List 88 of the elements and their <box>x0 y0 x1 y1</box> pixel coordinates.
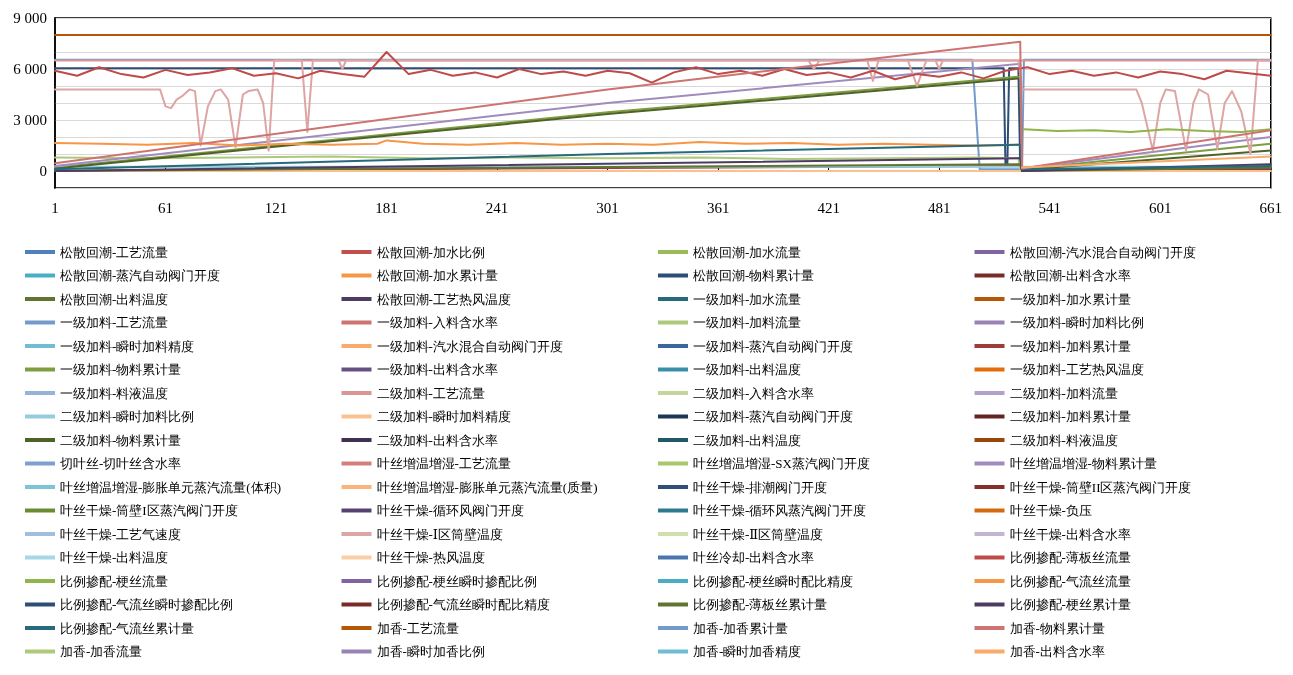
x-tick-label: 181 <box>375 199 398 216</box>
legend-label: 叶丝干燥-排潮阀门开度 <box>693 479 828 495</box>
legend-label: 松散回潮-加水累计量 <box>376 268 498 283</box>
legend-label: 叶丝干燥-筒壁I区蒸汽阀门开度 <box>60 503 238 518</box>
legend-label: 一级加料-出料温度 <box>693 362 802 377</box>
legend-label: 一级加料-出料含水率 <box>376 362 498 377</box>
legend-label: 叶丝干燥-出料含水率 <box>1009 526 1131 542</box>
legend-label: 切叶丝-切叶丝含水率 <box>60 456 182 471</box>
legend-label: 叶丝干燥-工艺气速度 <box>60 526 182 542</box>
legend-label: 一级加料-加水累计量 <box>1009 291 1131 307</box>
y-tick-label: 9 000 <box>13 10 47 26</box>
legend-label: 松散回潮-汽水混合自动阀门开度 <box>1009 244 1196 260</box>
legend-label: 比例掺配-薄板丝流量 <box>1009 550 1131 565</box>
legend-label: 二级加料-加料累计量 <box>1009 409 1131 424</box>
legend-label: 二级加料-料液温度 <box>1009 432 1118 448</box>
legend-label: 叶丝干燥-负压 <box>1009 503 1092 518</box>
x-tick-label: 361 <box>706 199 730 216</box>
legend-label: 加香-加香流量 <box>60 644 143 659</box>
x-tick-label: 421 <box>817 199 840 216</box>
y-tick-label: 0 <box>39 163 47 179</box>
legend-label: 一级加料-加料流量 <box>693 315 802 330</box>
x-tick-label: 481 <box>927 199 951 216</box>
legend-label: 二级加料-工艺流量 <box>376 385 485 401</box>
legend-label: 叶丝增温增湿-膨胀单元蒸汽流量(体积) <box>60 479 281 495</box>
legend-label: 二级加料-加料流量 <box>1009 385 1118 401</box>
legend-label: 叶丝增温增湿-膨胀单元蒸汽流量(质量) <box>376 479 598 495</box>
legend-label: 松散回潮-物料累计量 <box>693 268 815 283</box>
legend-label: 一级加料-工艺流量 <box>60 315 169 330</box>
legend-label: 二级加料-出料温度 <box>693 432 802 448</box>
legend-label: 叶丝干燥-筒壁II区蒸汽阀门开度 <box>1009 479 1192 495</box>
legend-label: 一级加料-瞬时加料比例 <box>1009 315 1144 330</box>
legend-label: 一级加料-料液温度 <box>60 385 169 401</box>
legend-label: 松散回潮-蒸汽自动阀门开度 <box>60 268 221 283</box>
legend-label: 比例掺配-梗丝流量 <box>60 573 169 589</box>
legend-label: 松散回潮-加水比例 <box>376 244 485 260</box>
legend-label: 松散回潮-工艺热风温度 <box>376 291 511 307</box>
legend-label: 松散回潮-出料温度 <box>60 291 169 307</box>
x-tick-label: 121 <box>264 199 288 216</box>
legend-label: 比例掺配-气流丝瞬时配比精度 <box>376 597 550 612</box>
legend-label: 叶丝干燥-Ⅱ区筒壁温度 <box>693 526 824 542</box>
legend-label: 叶丝增温增湿-工艺流量 <box>376 456 511 471</box>
legend-label: 比例掺配-梗丝瞬时掺配比例 <box>376 573 537 589</box>
x-tick-label: 1 <box>51 199 59 216</box>
legend-label: 叶丝干燥-热风温度 <box>376 550 485 565</box>
legend-label: 一级加料-工艺热风温度 <box>1009 362 1144 377</box>
legend-label: 一级加料-汽水混合自动阀门开度 <box>376 338 563 354</box>
legend-label: 叶丝干燥-Ⅰ区筒壁温度 <box>376 526 503 542</box>
legend-label: 叶丝冷却-出料含水率 <box>693 550 815 565</box>
legend-label: 一级加料-加水流量 <box>693 291 802 307</box>
legend-label: 加香-加香累计量 <box>693 620 789 636</box>
x-tick-label: 61 <box>158 199 174 216</box>
legend-label: 二级加料-瞬时加料比例 <box>60 409 195 424</box>
legend-label: 加香-瞬时加香比例 <box>376 644 485 659</box>
legend-label: 加香-工艺流量 <box>376 620 459 636</box>
x-tick-label: 301 <box>596 199 619 216</box>
x-tick-label: 541 <box>1038 199 1061 216</box>
x-tick-label: 601 <box>1148 199 1172 216</box>
legend-label: 二级加料-出料含水率 <box>376 432 498 448</box>
legend-label: 松散回潮-加水流量 <box>693 244 802 260</box>
legend-label: 二级加料-瞬时加料精度 <box>376 409 511 424</box>
legend-label: 比例掺配-薄板丝累计量 <box>693 597 828 612</box>
legend-label: 松散回潮-工艺流量 <box>60 244 169 260</box>
x-tick-label: 241 <box>485 199 509 216</box>
legend-label: 二级加料-蒸汽自动阀门开度 <box>693 409 854 424</box>
y-tick-label: 6 000 <box>13 61 47 77</box>
legend-label: 一级加料-蒸汽自动阀门开度 <box>693 338 854 354</box>
legend-label: 一级加料-物料累计量 <box>60 362 182 377</box>
legend-label: 一级加料-入料含水率 <box>376 315 498 330</box>
legend-label: 叶丝增温增湿-SX蒸汽阀门开度 <box>693 456 870 471</box>
legend-label: 叶丝干燥-循环风阀门开度 <box>376 503 524 518</box>
legend-label: 一级加料-瞬时加料精度 <box>60 338 195 354</box>
legend-label: 比例掺配-梗丝瞬时配比精度 <box>693 573 854 589</box>
legend-label: 二级加料-入料含水率 <box>693 385 815 401</box>
y-tick-label: 3 000 <box>13 112 47 128</box>
legend-label: 一级加料-加料累计量 <box>1009 338 1131 354</box>
legend-label: 加香-物料累计量 <box>1009 620 1105 636</box>
legend-label: 叶丝增温增湿-物料累计量 <box>1009 456 1157 471</box>
legend-label: 加香-瞬时加香精度 <box>693 644 802 659</box>
legend-label: 比例掺配-梗丝累计量 <box>1009 597 1131 612</box>
legend-label: 叶丝干燥-出料温度 <box>60 550 169 565</box>
x-tick-label: 661 <box>1259 199 1282 216</box>
legend-label: 比例掺配-气流丝累计量 <box>60 620 195 636</box>
legend-label: 加香-出料含水率 <box>1009 644 1105 659</box>
legend-label: 叶丝干燥-循环风蒸汽阀门开度 <box>693 503 867 518</box>
legend-label: 二级加料-物料累计量 <box>60 432 182 448</box>
legend-label: 松散回潮-出料含水率 <box>1009 268 1131 283</box>
legend-label: 比例掺配-气流丝流量 <box>1009 573 1131 589</box>
legend-label: 比例掺配-气流丝瞬时掺配比例 <box>60 597 234 612</box>
